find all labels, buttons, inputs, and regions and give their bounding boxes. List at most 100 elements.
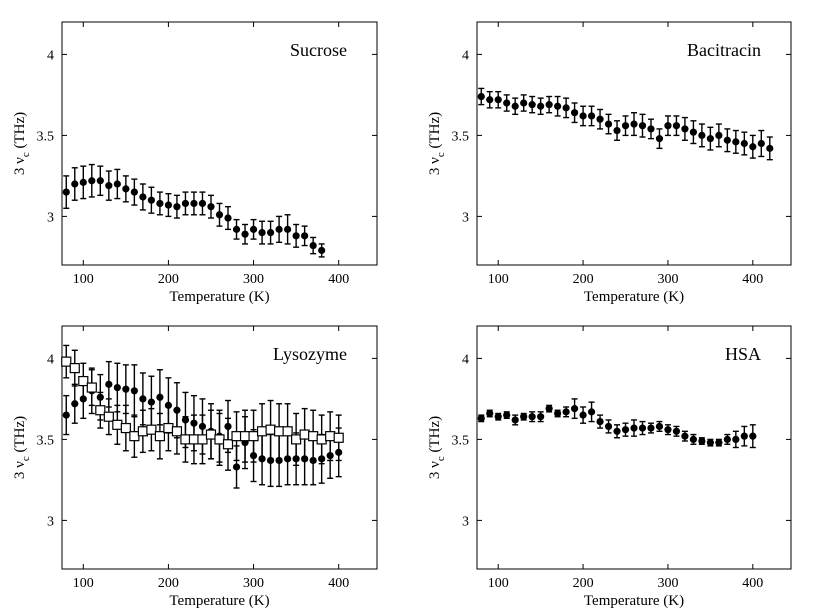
data-point: [545, 101, 553, 109]
data-point: [681, 125, 689, 133]
data-point: [528, 413, 536, 421]
data-point: [215, 211, 224, 219]
data-point: [71, 180, 79, 188]
series: [62, 163, 326, 258]
data-point: [587, 408, 596, 416]
data-point: [545, 405, 553, 413]
data-point: [105, 380, 113, 388]
series: [61, 344, 344, 471]
data-point: [579, 411, 587, 419]
data-point: [147, 196, 155, 204]
x-tick-label: 100: [488, 272, 509, 287]
data-point: [62, 188, 70, 196]
x-tick-label: 400: [328, 576, 349, 591]
data-point: [232, 463, 241, 471]
data-point: [88, 177, 96, 185]
data-point: [520, 99, 528, 107]
data-point: [147, 398, 155, 406]
x-tick-label: 100: [73, 272, 94, 287]
data-point: [732, 435, 740, 443]
data-point-square: [129, 431, 140, 442]
x-tick-label: 200: [158, 272, 179, 287]
data-point: [579, 112, 587, 120]
data-point: [130, 387, 138, 395]
data-point: [706, 439, 714, 447]
data-point-square: [180, 434, 191, 445]
data-point: [621, 426, 630, 434]
data-point: [681, 432, 689, 440]
data-point: [740, 432, 748, 440]
x-axis-label: Temperature (K): [169, 289, 269, 305]
y-tick-label: 3.5: [452, 433, 470, 448]
data-point-square: [222, 439, 234, 450]
panel-title: Bacitracin: [687, 40, 761, 60]
data-point: [596, 115, 604, 123]
data-point: [613, 427, 621, 435]
data-point-square: [86, 382, 97, 393]
data-point: [486, 96, 494, 104]
data-point: [570, 405, 579, 413]
data-point: [672, 122, 681, 130]
data-point: [613, 126, 621, 135]
data-point: [301, 232, 309, 240]
data-point: [766, 144, 774, 152]
data-point-square: [120, 422, 131, 434]
data-point: [638, 122, 647, 130]
y-axis-label: 3 νc (THz): [427, 416, 447, 479]
data-point-square: [163, 422, 174, 434]
data-point: [156, 199, 164, 208]
data-point: [511, 416, 519, 424]
y-tick-label: 4: [47, 48, 54, 63]
data-point-square: [239, 431, 251, 442]
x-axis-label: Temperature (K): [169, 593, 269, 609]
x-tick-label: 400: [742, 576, 763, 591]
data-point: [706, 135, 714, 143]
data-point: [570, 109, 579, 117]
data-point: [503, 411, 511, 419]
data-point: [672, 427, 681, 435]
panel-title: Lysozyme: [273, 344, 347, 364]
axes-frame: [476, 21, 792, 266]
data-point-square: [214, 434, 225, 445]
data-point: [630, 120, 638, 128]
data-point: [655, 422, 664, 431]
y-axis-label: 3 νc (THz): [12, 112, 32, 175]
data-point: [511, 102, 519, 110]
data-point-square: [78, 375, 89, 387]
data-point-square: [69, 363, 80, 374]
data-point: [207, 203, 215, 211]
data-point: [698, 437, 706, 445]
x-axis-label: Temperature (K): [584, 289, 684, 305]
data-point: [494, 413, 502, 421]
data-point: [105, 182, 113, 190]
data-point-square: [103, 411, 114, 422]
data-point: [503, 99, 511, 107]
data-point: [318, 246, 326, 255]
data-point: [122, 185, 130, 193]
data-point: [96, 177, 104, 185]
x-tick-label: 100: [488, 576, 509, 591]
data-point: [164, 201, 173, 209]
data-point: [528, 101, 536, 109]
panel-title: Sucrose: [290, 40, 347, 60]
data-point: [309, 241, 317, 250]
x-tick-label: 300: [657, 272, 678, 287]
data-point: [71, 400, 79, 408]
panel-1: 100 200 300 400 3 3.5 4 Temperature (K) 3 νc (TH…: [427, 21, 792, 305]
data-point: [537, 102, 545, 110]
data-point: [740, 139, 748, 148]
data-point: [486, 409, 494, 418]
panel-3: 100 200 300 400 3 3.5 4 Temperature (K) 3 νc (TH…: [427, 325, 792, 609]
y-tick-label: 4: [47, 352, 54, 367]
data-point: [537, 413, 545, 421]
data-point: [477, 414, 485, 422]
data-point: [715, 131, 723, 139]
axes-frame: [61, 21, 378, 266]
data-point: [79, 178, 87, 186]
x-tick-label: 300: [243, 576, 264, 591]
data-point: [757, 139, 765, 148]
y-axis-label: 3 νc (THz): [427, 112, 447, 175]
data-point-square: [95, 405, 106, 416]
data-point-square: [154, 431, 166, 442]
